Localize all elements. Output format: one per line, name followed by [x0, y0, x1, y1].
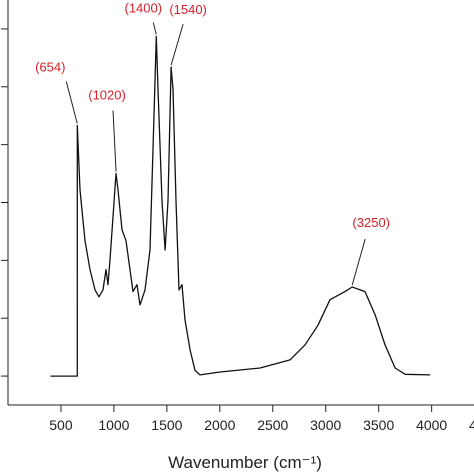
x-tick-label: 1000 — [98, 417, 129, 433]
x-axis-label: Wavenumber (cm⁻¹) — [168, 453, 322, 472]
x-tick-label: 2500 — [257, 417, 288, 433]
annotation-label: (654) — [35, 60, 65, 75]
x-tick-label: 4500 — [469, 417, 474, 433]
x-tick-label: 2000 — [204, 417, 235, 433]
annotation-label: (1540) — [169, 2, 207, 17]
annotation-leader — [152, 22, 157, 35]
x-tick-label: 500 — [49, 417, 73, 433]
annotation-leader — [170, 23, 184, 66]
x-tick-label: 1500 — [151, 417, 182, 433]
x-tick-label: 3000 — [310, 417, 341, 433]
annotation-leader — [351, 238, 366, 286]
x-tick-label: 3500 — [363, 417, 394, 433]
annotation-label: (1400) — [124, 0, 162, 15]
annotation-leader — [65, 81, 78, 124]
x-tick-label: 4000 — [416, 417, 447, 433]
annotation-label: (1020) — [88, 88, 126, 103]
annotation-label: (3250) — [352, 215, 390, 230]
annotation-leader — [112, 110, 117, 172]
spectrum-line — [50, 35, 431, 377]
